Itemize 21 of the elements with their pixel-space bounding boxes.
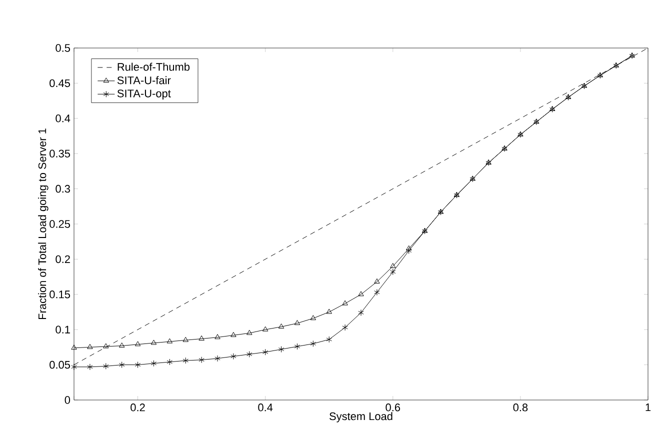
y-tick-label: 0.3 (56, 184, 70, 193)
y-tick-label: 0.05 (50, 360, 70, 369)
x-axis-title: System Load (330, 412, 392, 422)
y-tick-label: 0 (64, 396, 70, 404)
y-tick-label: 0.1 (56, 326, 70, 334)
x-tick-label: 0.4 (258, 404, 273, 412)
legend-label: Rule-of-Thumb (118, 62, 190, 71)
x-tick-label: 0.2 (130, 404, 145, 412)
y-tick-label: 0.15 (50, 290, 70, 298)
y-tick-label: 0.2 (56, 255, 70, 264)
y-tick-label: 0.5 (56, 44, 70, 52)
x-tick-label: 0.6 (386, 404, 400, 412)
y-tick-label: 0.4 (56, 114, 70, 122)
y-tick-label: 0.45 (50, 79, 70, 88)
y-axis-title: Fraction of Total Load going to Server 1 (38, 128, 48, 320)
x-tick-label: 0.8 (513, 404, 528, 412)
legend-label: SITA-U-fair (117, 76, 171, 84)
x-tick-label: 1 (646, 404, 651, 412)
y-tick-label: 0.25 (50, 220, 70, 228)
y-tick-label: 0.35 (50, 150, 70, 158)
legend-label: SITA-U-opt (117, 90, 171, 100)
